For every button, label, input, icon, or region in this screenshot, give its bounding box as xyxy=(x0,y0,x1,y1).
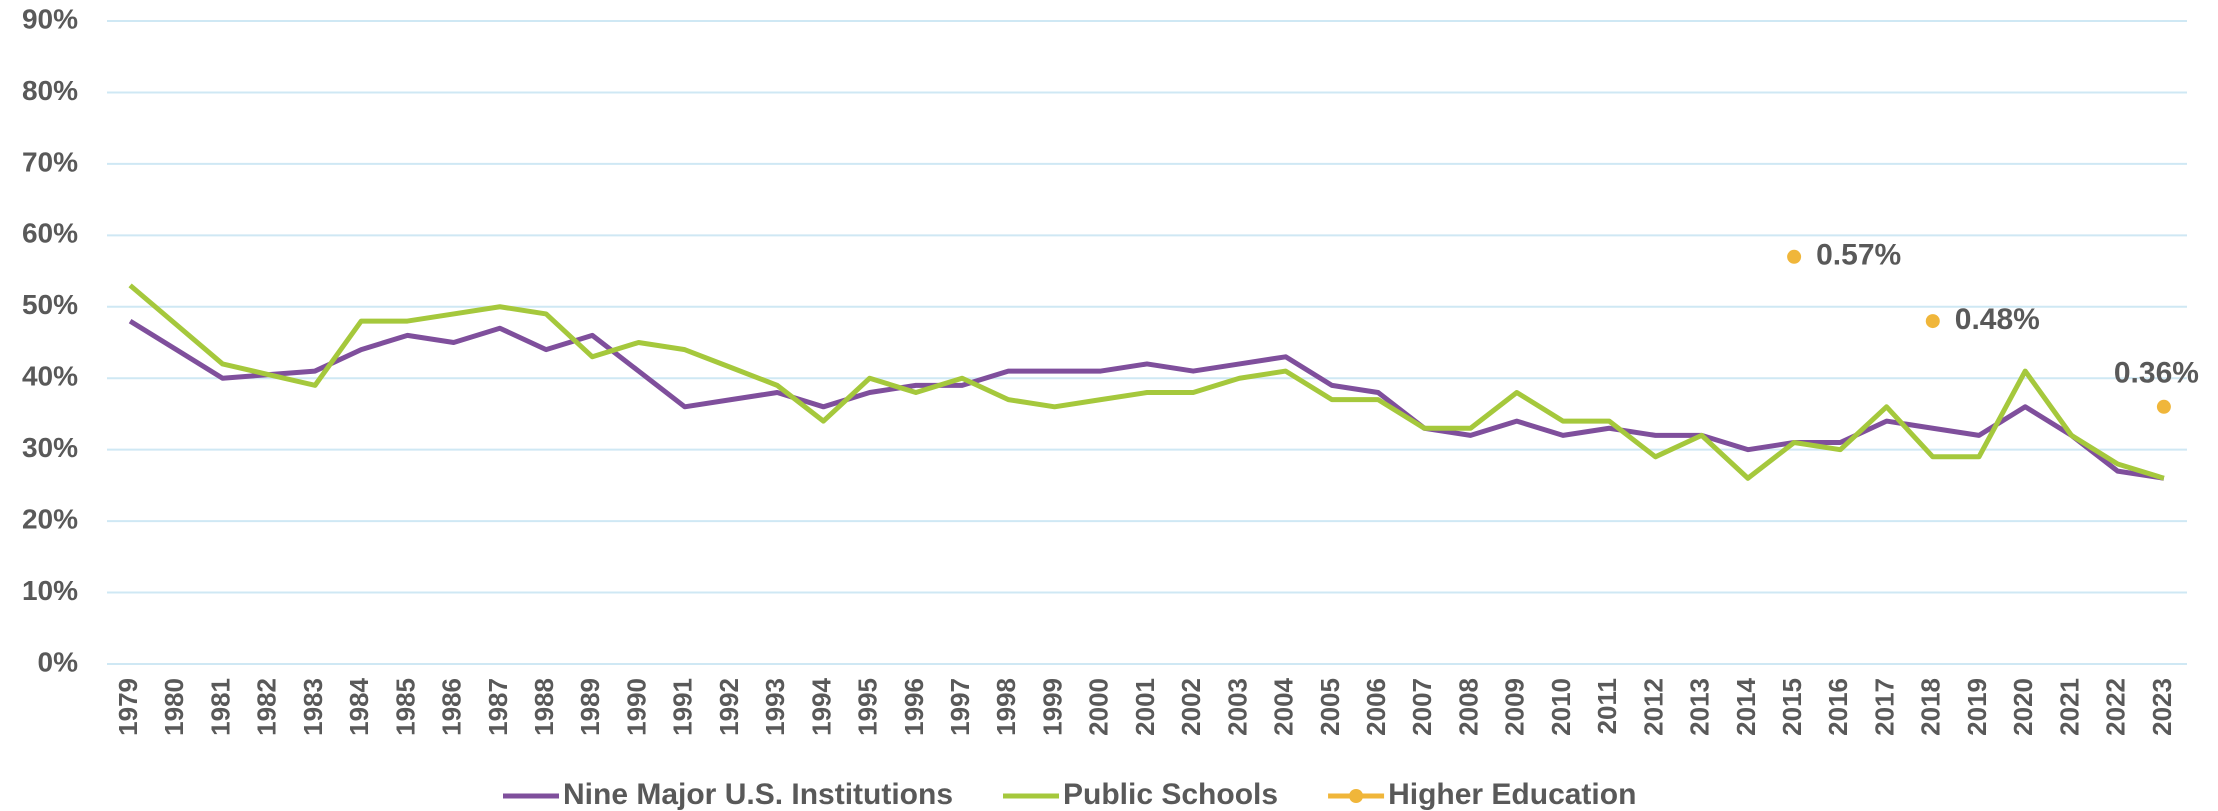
y-tick-label: 60% xyxy=(22,218,78,249)
x-tick-label: 2004 xyxy=(1269,677,1299,735)
x-tick-label: 1997 xyxy=(945,678,975,736)
x-tick-label: 2003 xyxy=(1222,678,1252,736)
y-tick-label: 10% xyxy=(22,575,78,606)
x-tick-label: 1980 xyxy=(159,678,189,736)
legend-label: Higher Education xyxy=(1388,778,1636,811)
y-tick-label: 50% xyxy=(22,289,78,320)
x-tick-label: 2005 xyxy=(1315,678,1345,736)
y-tick-label: 90% xyxy=(22,3,78,34)
x-tick-label: 1992 xyxy=(714,678,744,736)
x-tick-label: 2017 xyxy=(1869,678,1899,736)
x-tick-label: 2015 xyxy=(1777,678,1807,736)
y-tick-label: 70% xyxy=(22,146,78,177)
x-tick-label: 2006 xyxy=(1361,678,1391,736)
x-tick-label: 2019 xyxy=(1962,678,1992,736)
x-tick-label: 1991 xyxy=(668,678,698,736)
y-tick-label: 0% xyxy=(38,646,79,677)
x-tick-label: 1995 xyxy=(853,678,883,736)
x-tick-label: 2010 xyxy=(1546,678,1576,736)
data-label: 0.57% xyxy=(1816,239,1901,272)
series-line xyxy=(128,283,2165,481)
x-tick-label: 1981 xyxy=(205,678,235,736)
y-tick-label: 20% xyxy=(22,504,78,535)
series-line xyxy=(128,318,2165,481)
x-tick-label: 1993 xyxy=(760,678,790,736)
x-tick-label: 2016 xyxy=(1823,678,1853,736)
x-tick-label: 2007 xyxy=(1407,678,1437,736)
y-tick-label: 80% xyxy=(22,75,78,106)
x-tick-label: 1979 xyxy=(113,678,143,736)
y-tick-label: 30% xyxy=(22,432,78,463)
x-tick-label: 1986 xyxy=(437,678,467,736)
x-tick-label: 2012 xyxy=(1638,678,1668,736)
x-tick-label: 2013 xyxy=(1685,678,1715,736)
x-tick-label: 1983 xyxy=(298,678,328,736)
x-tick-label: 1982 xyxy=(252,678,282,736)
x-tick-label: 2021 xyxy=(2054,678,2084,736)
x-tick-label: 2000 xyxy=(1084,678,1114,736)
x-tick-label: 1985 xyxy=(390,678,420,736)
legend-label: Nine Major U.S. Institutions xyxy=(563,778,953,811)
x-tick-label: 1996 xyxy=(899,678,929,736)
data-label: 0.48% xyxy=(1955,303,2040,336)
x-tick-label: 2020 xyxy=(2008,678,2038,736)
x-tick-label: 2018 xyxy=(1916,678,1946,736)
x-tick-label: 1989 xyxy=(575,678,605,736)
point xyxy=(1925,314,1940,329)
point xyxy=(2156,399,2171,414)
x-tick-label: 1998 xyxy=(991,678,1021,736)
x-tick-label: 2009 xyxy=(1500,678,1530,736)
x-tick-label: 1994 xyxy=(806,677,836,735)
x-tick-label: 1988 xyxy=(529,678,559,736)
y-tick-label: 40% xyxy=(22,361,78,392)
x-tick-label: 1999 xyxy=(1037,678,1067,736)
data-label: 0.36% xyxy=(2114,357,2199,390)
x-tick-label: 2011 xyxy=(1592,678,1622,734)
x-tick-label: 1984 xyxy=(344,677,374,735)
x-tick-label: 2022 xyxy=(2101,678,2131,736)
x-tick-label: 2001 xyxy=(1130,678,1160,736)
legend-label: Public Schools xyxy=(1063,778,1278,811)
x-tick-label: 2014 xyxy=(1731,677,1761,735)
x-tick-label: 2023 xyxy=(2147,678,2177,736)
x-tick-label: 1987 xyxy=(483,678,513,736)
x-tick-label: 2008 xyxy=(1453,678,1483,736)
x-tick-label: 2002 xyxy=(1176,678,1206,736)
x-tick-label: 1990 xyxy=(621,678,651,736)
legend-marker xyxy=(1349,789,1364,803)
point xyxy=(1787,249,1802,264)
